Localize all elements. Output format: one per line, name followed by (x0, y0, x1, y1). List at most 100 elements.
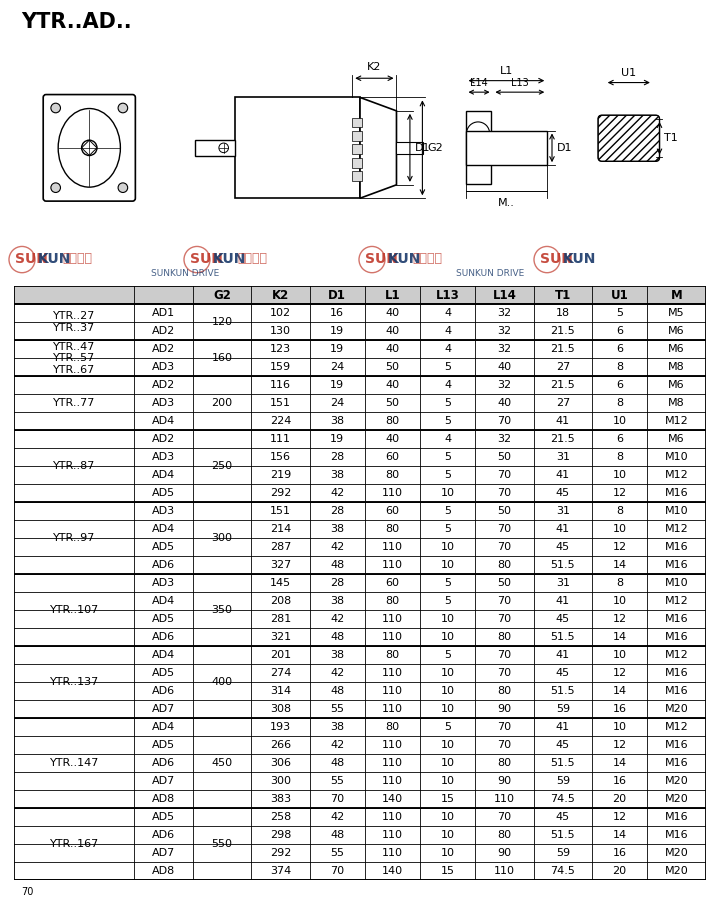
Text: M16: M16 (665, 758, 688, 768)
Text: 70: 70 (498, 470, 511, 480)
Text: M16: M16 (665, 830, 688, 840)
Text: M16: M16 (665, 668, 688, 678)
Text: 314: 314 (270, 686, 291, 696)
Text: 上坤传动: 上坤传动 (237, 252, 267, 265)
Text: 45: 45 (556, 488, 570, 498)
Text: 140: 140 (382, 866, 403, 876)
Text: KUN: KUN (213, 252, 246, 265)
Text: 5: 5 (444, 722, 451, 732)
Circle shape (118, 183, 127, 193)
Bar (135, 358, 193, 376)
Text: 48: 48 (330, 560, 344, 570)
FancyBboxPatch shape (43, 95, 135, 201)
Text: 42: 42 (330, 668, 344, 678)
Text: 41: 41 (556, 596, 570, 606)
Bar (135, 646, 193, 664)
Text: 80: 80 (498, 560, 511, 570)
Text: 80: 80 (385, 596, 400, 606)
Text: 321: 321 (270, 632, 291, 642)
Text: 10: 10 (441, 704, 454, 714)
Text: 28: 28 (330, 578, 344, 588)
Text: 10: 10 (613, 524, 626, 534)
Text: 15: 15 (441, 794, 454, 804)
Bar (135, 700, 193, 718)
Text: 50: 50 (498, 578, 511, 588)
Text: 80: 80 (498, 686, 511, 696)
Text: 45: 45 (556, 668, 570, 678)
Bar (135, 395, 193, 412)
Text: SUNKUN DRIVE: SUNKUN DRIVE (456, 269, 524, 278)
Bar (135, 322, 193, 340)
Circle shape (51, 183, 60, 193)
Text: 19: 19 (330, 345, 344, 355)
Text: M6: M6 (668, 326, 685, 336)
Text: 70: 70 (498, 524, 511, 534)
Text: AD5: AD5 (152, 488, 175, 498)
Text: SUN: SUN (15, 252, 48, 265)
Text: 48: 48 (330, 830, 344, 840)
Text: 21.5: 21.5 (551, 326, 575, 336)
Text: M10: M10 (665, 452, 688, 462)
Text: M20: M20 (665, 794, 688, 804)
Text: 51.5: 51.5 (551, 560, 575, 570)
Text: 41: 41 (556, 650, 570, 660)
Text: 287: 287 (270, 542, 291, 552)
Text: D1: D1 (328, 289, 346, 302)
Text: 21.5: 21.5 (551, 380, 575, 390)
Text: U1: U1 (611, 289, 629, 302)
Text: 5: 5 (444, 470, 451, 480)
Text: 5: 5 (444, 650, 451, 660)
Text: 5: 5 (444, 596, 451, 606)
Text: 40: 40 (385, 380, 400, 390)
Text: M..: M.. (498, 198, 514, 208)
Text: 102: 102 (270, 308, 291, 318)
Text: 116: 116 (270, 380, 291, 390)
Bar (135, 520, 193, 538)
Text: 42: 42 (330, 614, 344, 624)
Text: 110: 110 (382, 776, 403, 786)
Text: 42: 42 (330, 488, 344, 498)
Text: AD5: AD5 (152, 812, 175, 822)
Text: 38: 38 (330, 650, 344, 660)
Text: 6: 6 (616, 380, 623, 390)
Text: 70: 70 (330, 866, 344, 876)
Text: 90: 90 (498, 848, 511, 858)
Text: 上坤传动: 上坤传动 (412, 252, 442, 265)
Text: SUNKUN DRIVE: SUNKUN DRIVE (151, 269, 219, 278)
Text: 21.5: 21.5 (551, 435, 575, 445)
Bar (235, 97, 360, 198)
Text: 10: 10 (441, 740, 454, 750)
Text: 308: 308 (270, 704, 291, 714)
Text: 110: 110 (382, 830, 403, 840)
Text: AD6: AD6 (152, 758, 175, 768)
Bar (135, 556, 193, 574)
Bar (135, 538, 193, 556)
Text: M: M (670, 289, 683, 302)
Text: 31: 31 (556, 452, 570, 462)
Text: 200: 200 (212, 398, 233, 408)
Text: M20: M20 (665, 866, 688, 876)
Bar (135, 736, 193, 754)
Text: 274: 274 (270, 668, 291, 678)
Text: 110: 110 (382, 668, 403, 678)
Text: 19: 19 (330, 380, 344, 390)
Bar (135, 790, 193, 808)
Text: 40: 40 (385, 435, 400, 445)
Text: 110: 110 (382, 848, 403, 858)
Text: M16: M16 (665, 632, 688, 642)
Text: 10: 10 (441, 632, 454, 642)
Text: 16: 16 (613, 848, 626, 858)
Text: AD5: AD5 (152, 740, 175, 750)
Text: L1: L1 (500, 65, 513, 75)
Text: 12: 12 (613, 740, 626, 750)
Text: AD7: AD7 (152, 848, 175, 858)
Text: KUN: KUN (563, 252, 596, 265)
Text: 80: 80 (385, 470, 400, 480)
Text: 10: 10 (441, 560, 454, 570)
Text: 14: 14 (613, 830, 626, 840)
Text: 8: 8 (616, 506, 624, 516)
Text: 80: 80 (498, 830, 511, 840)
Text: 156: 156 (270, 452, 291, 462)
Text: 110: 110 (382, 560, 403, 570)
Text: 110: 110 (382, 704, 403, 714)
